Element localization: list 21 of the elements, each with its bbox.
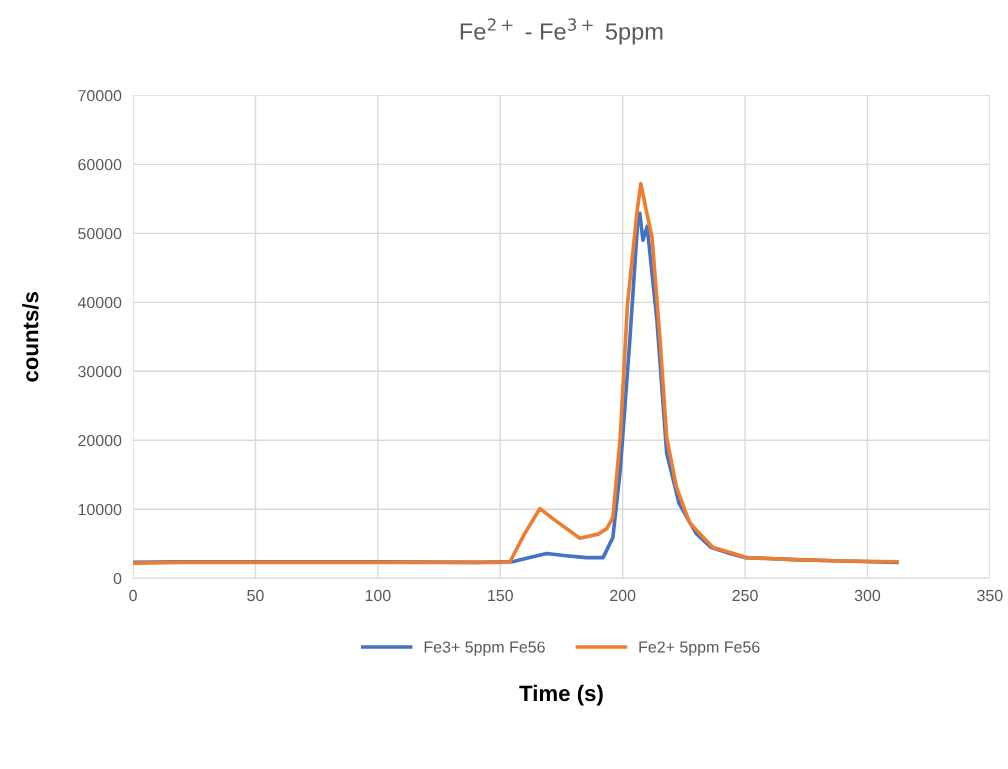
y-tick-label: 60000 bbox=[78, 158, 122, 171]
legend-label: Fe3+ 5ppm Fe56 bbox=[424, 641, 545, 656]
x-tick-label: 0 bbox=[129, 589, 137, 602]
y-tick-label: 20000 bbox=[78, 434, 122, 447]
x-tick-label: 300 bbox=[854, 589, 881, 602]
y-tick-label: 40000 bbox=[77, 296, 122, 309]
x-tick-label: 350 bbox=[977, 589, 1003, 602]
x-tick-label: 150 bbox=[488, 589, 513, 602]
x-tick-label: 200 bbox=[610, 589, 636, 602]
x-tick-label: 100 bbox=[365, 589, 391, 602]
x-axis-title: Time (s) bbox=[519, 684, 603, 706]
y-axis-title: counts/s bbox=[22, 292, 39, 382]
y-tick-label: 30000 bbox=[78, 365, 122, 378]
legend-label: Fe2+ 5ppm Fe56 bbox=[639, 641, 760, 656]
x-tick-label: 50 bbox=[247, 589, 264, 602]
x-tick-label: 250 bbox=[732, 589, 758, 602]
y-tick-label: 70000 bbox=[78, 89, 122, 102]
y-tick-label: 10000 bbox=[78, 503, 122, 516]
y-tick-label: 0 bbox=[113, 572, 122, 585]
y-tick-label: 50000 bbox=[78, 227, 122, 240]
chart-title: Fe$^{2+}$ - Fe$^{3+}$ 5ppm bbox=[460, 18, 663, 45]
